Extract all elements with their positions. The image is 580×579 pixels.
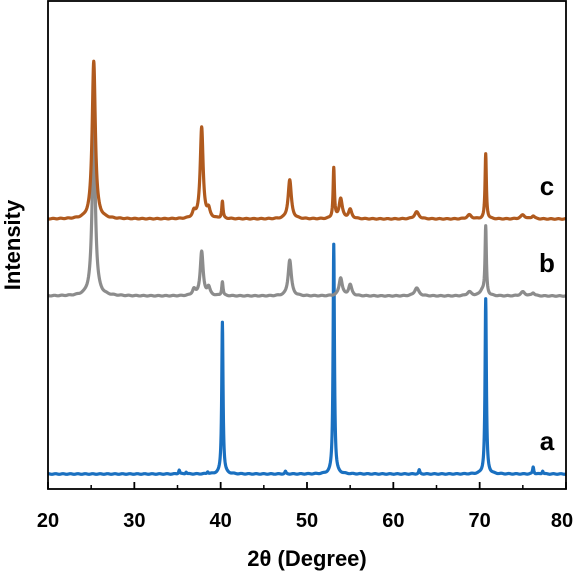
x-tick-label: 80 xyxy=(551,510,573,532)
x-ticks: 20 30 40 50 60 70 80 xyxy=(37,482,573,532)
series-labels: a b c xyxy=(539,171,555,456)
x-axis-title: 2θ (Degree) xyxy=(247,546,367,571)
series-layer xyxy=(46,59,568,476)
x-tick-label: 50 xyxy=(296,510,318,532)
series-label-a: a xyxy=(540,426,555,456)
x-tick-label: 40 xyxy=(210,510,232,532)
series-label-c: c xyxy=(540,171,554,201)
x-tick-label: 70 xyxy=(469,510,491,532)
series-line-b xyxy=(46,126,568,298)
x-tick-label: 20 xyxy=(37,510,59,532)
series-label-b: b xyxy=(539,248,555,278)
series-line-a xyxy=(46,242,568,476)
series-line-c xyxy=(46,59,568,221)
x-tick-label: 60 xyxy=(382,510,404,532)
x-tick-label: 30 xyxy=(123,510,145,532)
y-axis-title: Intensity xyxy=(0,199,25,290)
